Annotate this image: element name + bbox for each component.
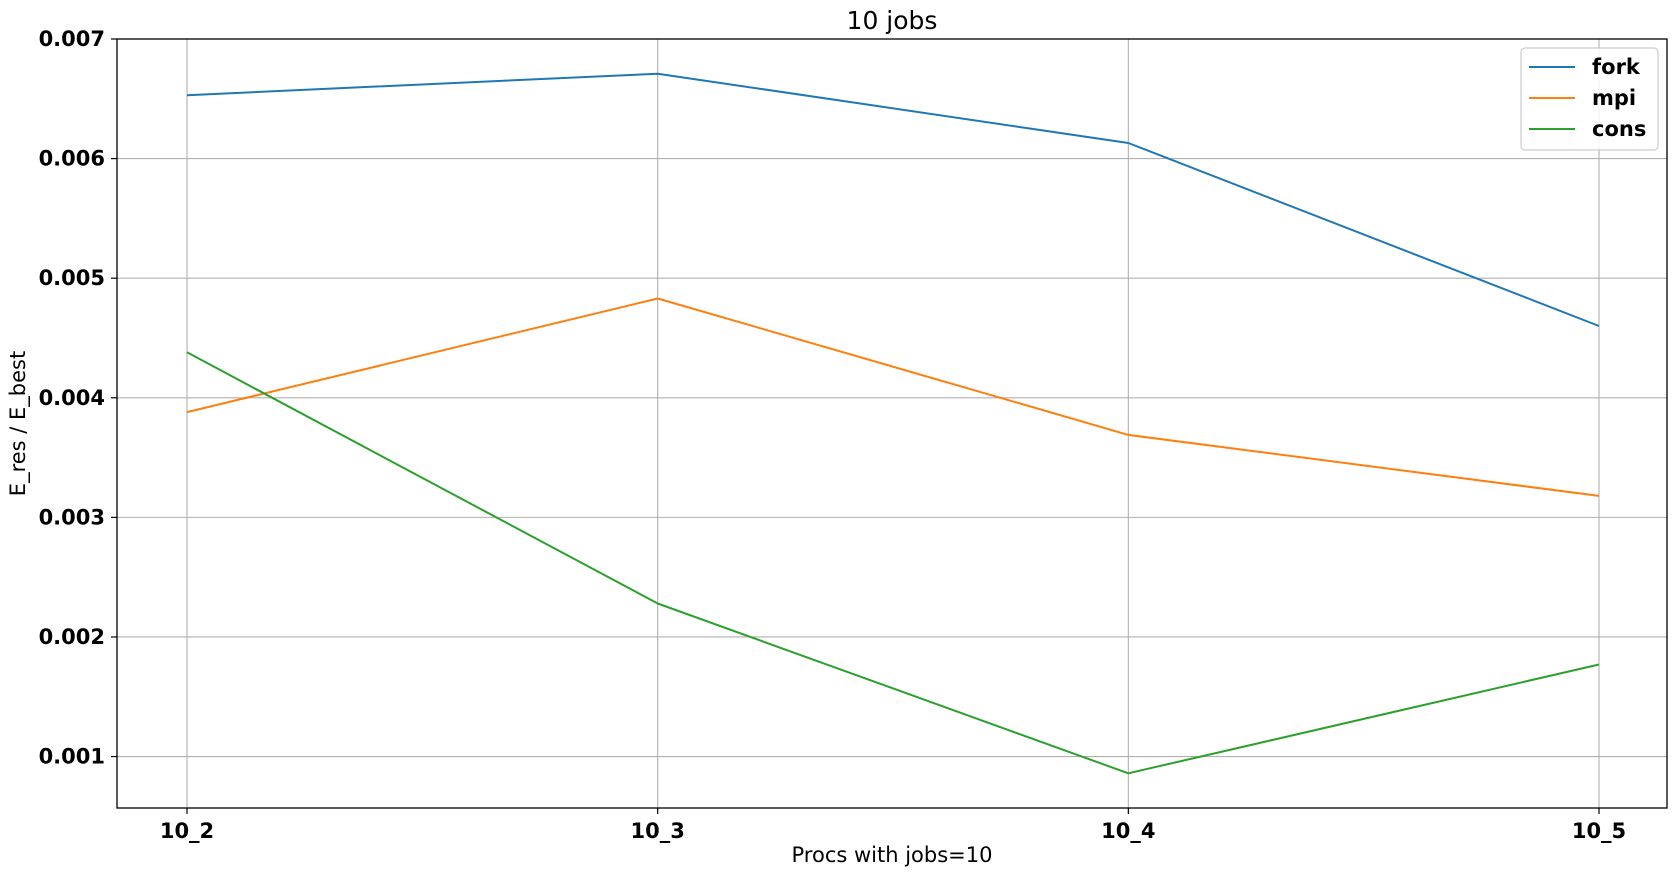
y-tick-label: 0.003 (39, 505, 105, 529)
series-line-mpi (186, 297, 1600, 497)
x-axis-label: Procs with jobs=10 (792, 843, 993, 867)
y-tick-label: 0.002 (39, 625, 105, 649)
chart-title: 10 jobs (847, 6, 938, 35)
legend-label-fork: fork (1592, 55, 1641, 79)
axis-ticks: 0.001 0.002 0.003 0.004 0.005 0.006 0.007 10_2 1… (39, 27, 1627, 843)
x-tick-label: 10_5 (1572, 819, 1626, 843)
legend-label-cons: cons (1592, 117, 1646, 141)
y-tick-label: 0.006 (39, 147, 105, 171)
x-tick-label: 10_2 (160, 819, 214, 843)
plot-frame (116, 38, 1668, 809)
x-tick-label: 10_4 (1101, 819, 1155, 843)
y-tick-label: 0.001 (39, 745, 105, 769)
legend-label-mpi: mpi (1592, 86, 1636, 110)
legend: fork mpi cons (1520, 47, 1659, 151)
y-tick-label: 0.007 (39, 27, 105, 51)
series-line-fork (186, 72, 1600, 327)
series-lines (186, 72, 1600, 775)
series-line-cons (186, 351, 1600, 775)
legend-box (1520, 47, 1659, 151)
y-tick-label: 0.005 (39, 266, 105, 290)
x-tick-label: 10_3 (630, 819, 684, 843)
y-axis-label: E_res / E_best (6, 351, 31, 496)
y-tick-label: 0.004 (39, 386, 105, 410)
grid (117, 38, 1667, 808)
